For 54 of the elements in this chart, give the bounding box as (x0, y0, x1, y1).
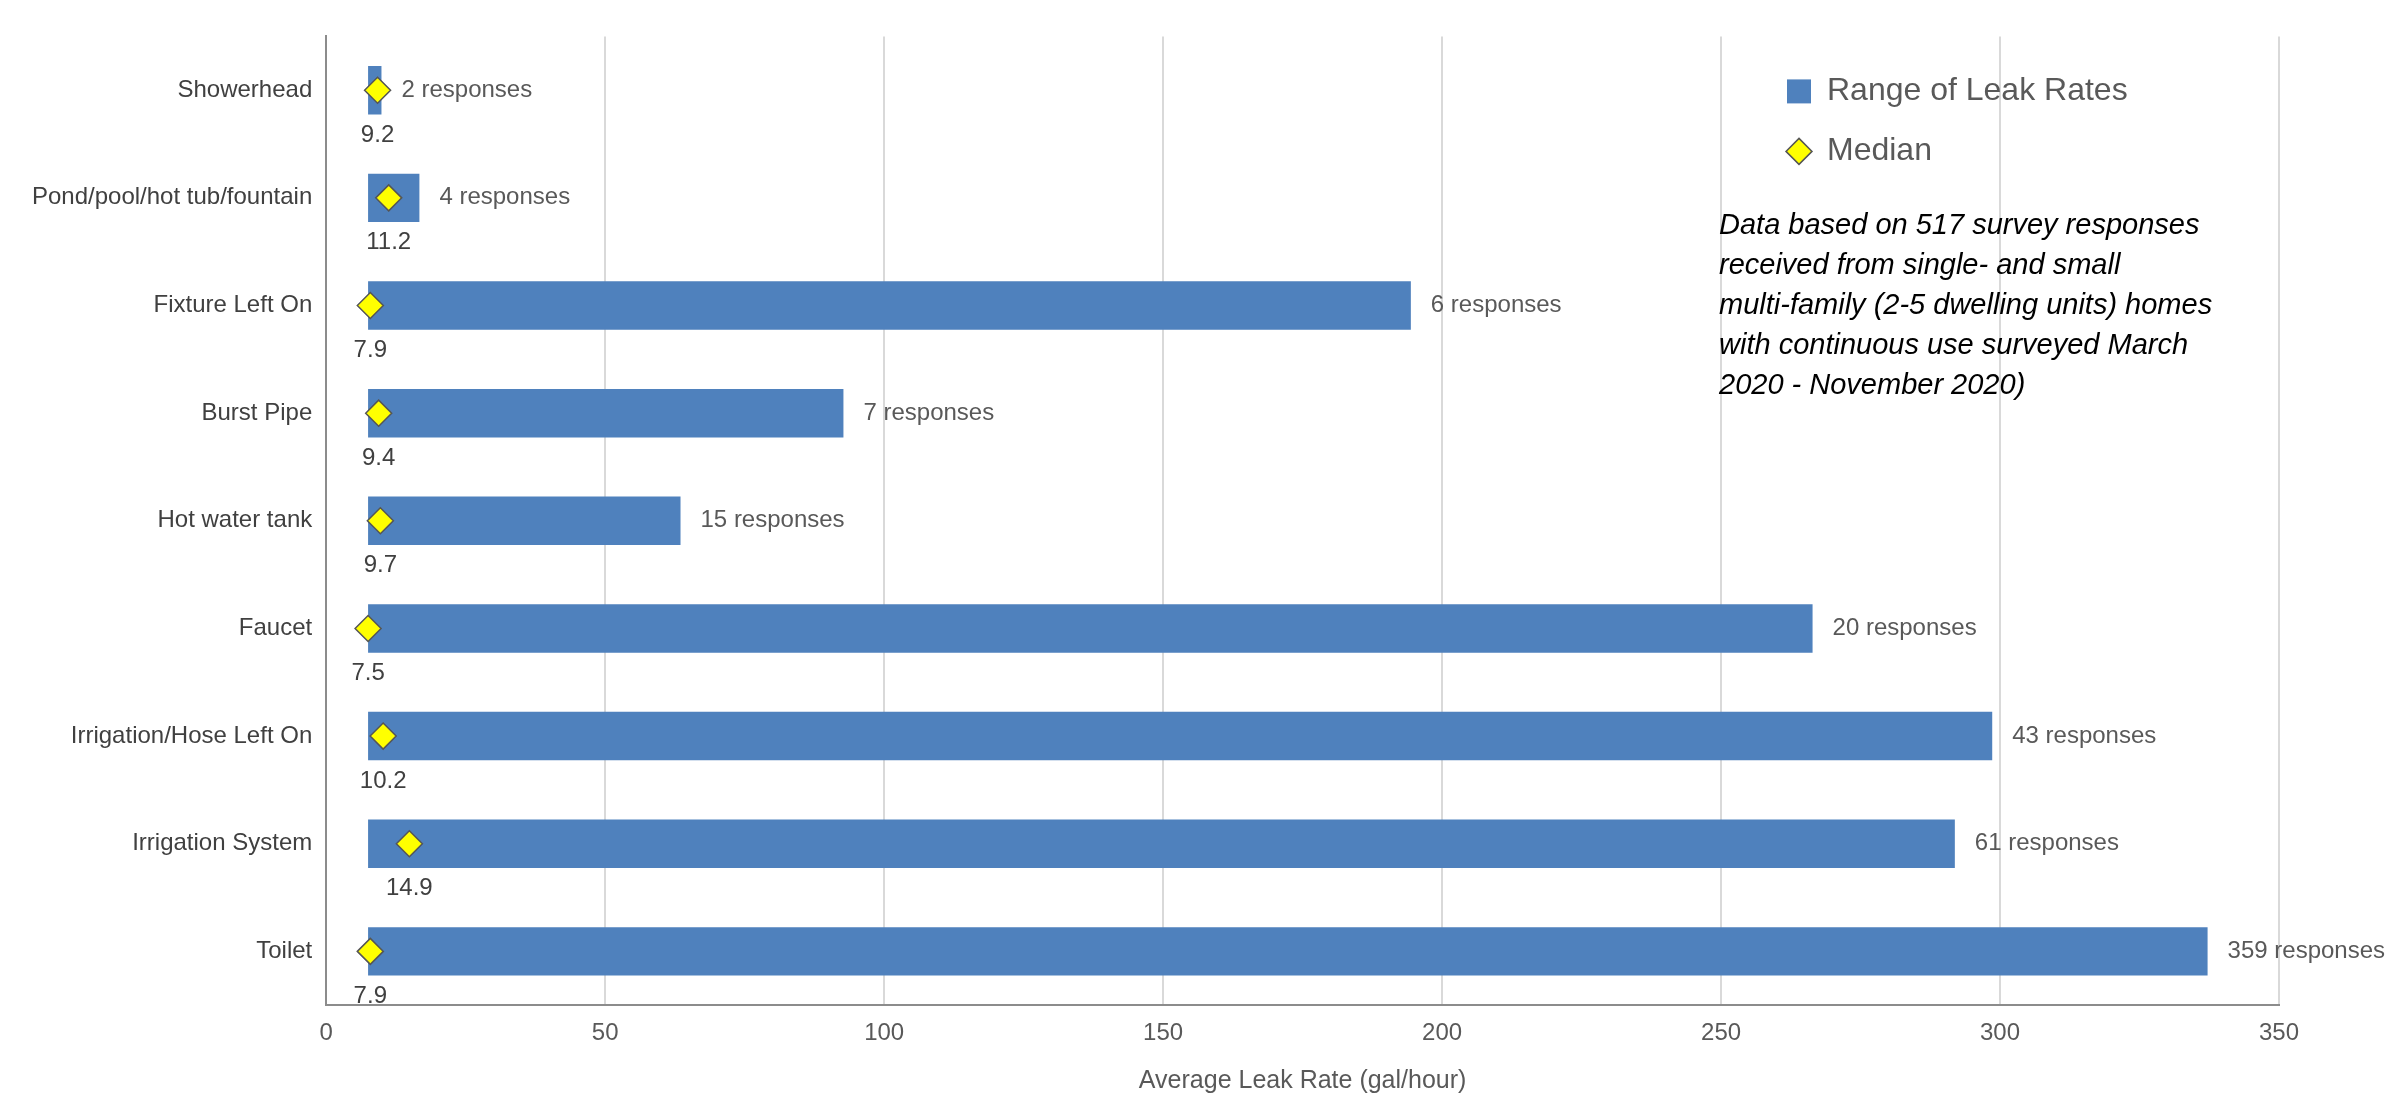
bar (368, 604, 1813, 653)
y-tick-label: Toilet (256, 936, 313, 963)
data-label: 14.9 (386, 873, 433, 901)
data-label: 7.9 (353, 335, 387, 363)
data-label: 7.5 (351, 658, 385, 686)
bar (368, 388, 844, 438)
y-tick-label: Faucet (238, 613, 313, 641)
y-tick-label: Burst Pipe (201, 397, 313, 425)
annotation: Data based on 517 survey responses received from single- and small multi-family (2-5 dwelling units) homes with continuous use surveyed March 2020 - November 2020) (1718, 207, 2213, 400)
y-tick-label: Irrigation/Hose Left On (70, 720, 313, 748)
x-tick-label: 150 (1143, 1018, 1184, 1046)
bar (368, 711, 1993, 761)
x-tick-label: 200 (1422, 1018, 1463, 1046)
bar (368, 819, 1955, 868)
y-tick-label: Fixture Left On (153, 290, 313, 318)
bar (368, 496, 681, 546)
data-label: 7.9 (353, 981, 387, 1008)
bar (368, 927, 2208, 976)
data-label: 9.4 (361, 442, 396, 470)
x-tick-label: 50 (591, 1018, 619, 1046)
point (395, 829, 424, 858)
point (356, 291, 385, 320)
y-tick-label: Pond/pool/hot tub/fountain (32, 182, 313, 210)
annotation: 2 responses (401, 74, 533, 102)
x-tick-label: 100 (864, 1018, 905, 1046)
x-axis-title: Average Leak Rate (gal/hour) (1138, 1064, 1467, 1093)
y-tick-label: Showerhead (177, 74, 313, 102)
annotation: 6 responses (1430, 290, 1562, 318)
data-label: 10.2 (359, 765, 407, 793)
annotation: 15 responses (700, 505, 845, 533)
annotation: 7 responses (863, 397, 995, 425)
annotation: 61 responses (1974, 828, 2119, 856)
point (364, 399, 393, 427)
point (354, 614, 382, 643)
data-label: 11.2 (366, 227, 412, 255)
annotation: 20 responses (1832, 613, 1977, 641)
annotation: 43 responses (2012, 720, 2157, 748)
bar (368, 281, 1411, 330)
legend-label: Range of Leak Rates (1827, 71, 2128, 108)
point (356, 937, 385, 966)
annotation: 4 responses (439, 182, 571, 210)
legend-label: Median (1827, 131, 1932, 168)
point (363, 76, 392, 104)
x-tick-label: 250 (1701, 1018, 1742, 1046)
x-tick-label: 350 (2258, 1018, 2300, 1046)
point (369, 722, 397, 750)
annotation: 359 responses (2227, 936, 2386, 963)
x-tick-label: 0 (319, 1018, 333, 1046)
y-tick-label: Hot water tank (157, 505, 314, 533)
data-label: 9.2 (360, 119, 395, 147)
y-tick-label: Irrigation System (132, 828, 313, 856)
point (366, 507, 395, 535)
x-tick-label: 300 (1980, 1018, 2021, 1046)
data-label: 9.7 (363, 550, 398, 578)
